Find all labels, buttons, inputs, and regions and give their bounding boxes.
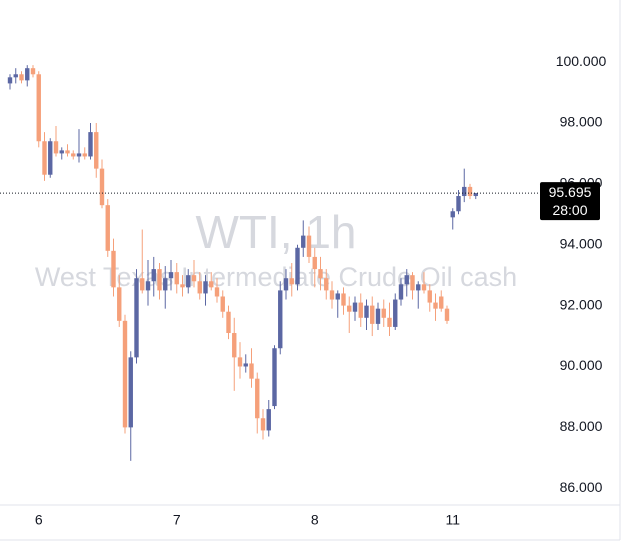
- candle-body: [444, 308, 450, 321]
- candle-body: [36, 74, 41, 142]
- candle-body: [140, 278, 145, 291]
- candle-body: [410, 275, 415, 291]
- candle-body: [272, 348, 277, 407]
- candle-body: [111, 250, 116, 288]
- candle-body: [163, 278, 168, 291]
- candle-body: [427, 290, 432, 303]
- candle-body: [186, 275, 191, 288]
- candle-body: [306, 235, 312, 257]
- candle-body: [7, 77, 13, 84]
- y-tick-label: 92.000: [560, 296, 603, 312]
- y-tick-label: 88.000: [560, 418, 603, 434]
- candle-body: [456, 196, 461, 212]
- candle-body: [352, 302, 358, 312]
- candle-body: [364, 305, 369, 318]
- candle-body: [145, 281, 151, 291]
- candle-body: [157, 269, 162, 291]
- y-tick-label: 98.000: [560, 114, 603, 130]
- candle-body: [283, 278, 289, 291]
- countdown-label: 28:00: [552, 202, 587, 218]
- candle-body: [214, 287, 220, 297]
- candle-body: [19, 74, 24, 81]
- candle-body: [13, 74, 18, 78]
- candle-body: [25, 68, 30, 81]
- candle-body: [243, 363, 248, 367]
- candle-body: [439, 296, 444, 309]
- candle-body: [404, 275, 409, 285]
- y-tick-label: 86.000: [560, 479, 603, 495]
- candle-body: [168, 272, 174, 279]
- y-tick-label: 94.000: [560, 235, 603, 251]
- candle-body: [260, 418, 266, 431]
- candle-body: [370, 305, 375, 324]
- candle-body: [450, 211, 455, 218]
- candle-body: [295, 247, 300, 285]
- x-tick-label: 6: [35, 512, 43, 528]
- candle-body: [433, 302, 438, 309]
- candle-body: [191, 275, 197, 282]
- candle-body: [341, 293, 346, 306]
- candle-body: [30, 68, 36, 75]
- candle-body: [76, 153, 82, 157]
- last-price-box: [540, 182, 600, 221]
- candle-body: [249, 363, 254, 379]
- candle-body: [128, 357, 133, 428]
- watermark-subtitle: West Texas Intermediate Crude Oil cash: [35, 262, 517, 292]
- candle-body: [329, 290, 335, 300]
- candle-body: [398, 284, 404, 300]
- x-tick-label: 8: [311, 512, 319, 528]
- candle-body: [335, 293, 340, 300]
- candle-body: [324, 278, 329, 291]
- candle-body: [226, 311, 231, 334]
- candle-body: [255, 378, 260, 419]
- candle-body: [462, 186, 467, 197]
- candle-body: [421, 284, 427, 291]
- candle-body: [467, 186, 473, 197]
- candle-body: [237, 357, 243, 367]
- candle-body: [387, 317, 392, 327]
- candle-body: [65, 150, 70, 154]
- candle-body: [473, 193, 478, 197]
- candle-body: [59, 150, 64, 154]
- candle-body: [203, 281, 208, 294]
- watermark-title: WTI, 1h: [195, 206, 356, 258]
- candle-body: [289, 278, 294, 285]
- candle-body: [381, 308, 386, 318]
- candle-body: [42, 141, 47, 175]
- candle-body: [117, 287, 122, 321]
- candle-body: [99, 168, 105, 206]
- candle-body: [134, 278, 139, 358]
- candle-body: [278, 290, 283, 349]
- last-price-label: 95.695: [549, 184, 592, 200]
- y-tick-label: 100.000: [556, 53, 607, 69]
- candle-body: [358, 302, 363, 318]
- candle-body: [94, 132, 99, 169]
- candle-body: [318, 269, 323, 279]
- x-tick-label: 11: [445, 512, 460, 528]
- candle-body: [151, 269, 156, 282]
- candle-body: [416, 284, 421, 291]
- candle-body: [180, 284, 185, 288]
- candle-body: [48, 141, 53, 175]
- candle-body: [232, 333, 237, 358]
- candle-body: [174, 272, 179, 285]
- candle-body: [266, 409, 271, 431]
- candle-body: [88, 132, 93, 157]
- candle-body: [53, 141, 59, 154]
- candle-body: [347, 305, 352, 312]
- candle-body: [393, 299, 398, 327]
- candle-body: [82, 153, 87, 157]
- x-tick-label: 7: [173, 512, 181, 528]
- candle-body: [197, 281, 202, 294]
- candle-body: [71, 153, 76, 157]
- y-tick-label: 90.000: [560, 357, 603, 373]
- candle-body: [105, 205, 110, 251]
- candle-body: [122, 320, 128, 428]
- candle-body: [301, 235, 306, 248]
- candle-body: [220, 296, 225, 312]
- candle-body: [312, 256, 317, 270]
- candle-body: [209, 281, 214, 288]
- candle-body: [375, 308, 381, 324]
